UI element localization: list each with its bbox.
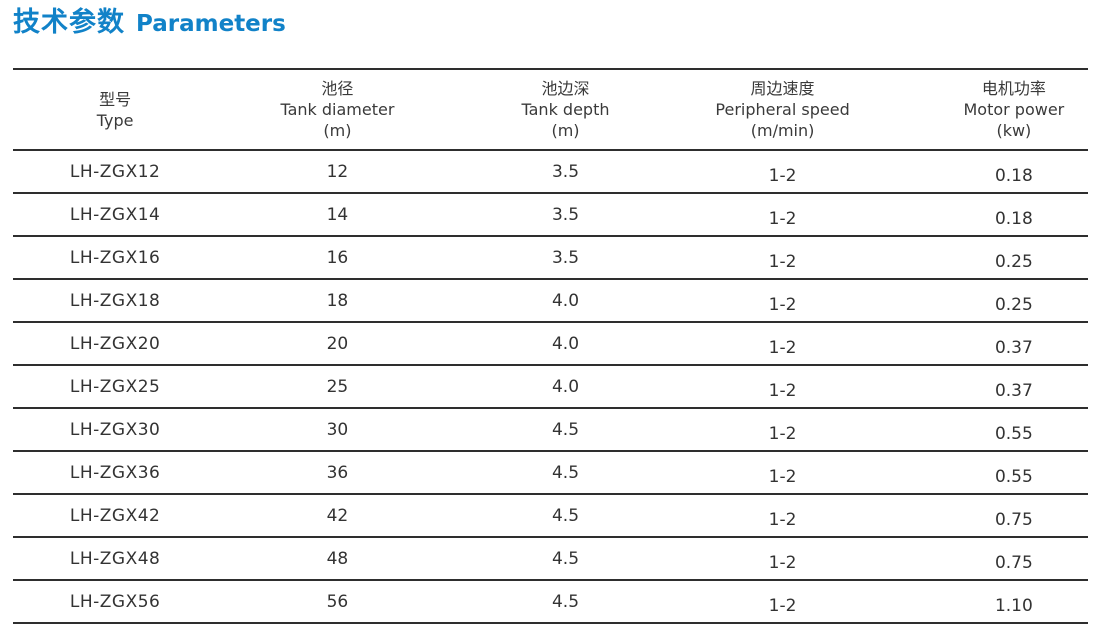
cell-motor-power: 0.55 [883, 408, 1088, 452]
cell-type: LH-ZGX18 [13, 279, 218, 323]
cell-tank-diameter: 12 [217, 150, 438, 194]
cell-tank-diameter: 18 [217, 279, 438, 323]
page-title-en: Parameters [136, 11, 286, 37]
table-body: LH-ZGX12 12 3.5 1-2 0.18 LH-ZGX14 14 3.5… [13, 150, 1088, 624]
table-row: LH-ZGX18 18 4.0 1-2 0.25 [13, 279, 1088, 323]
page-title: 技术参数 Parameters [13, 6, 1100, 41]
table-header: 型号 Type 池径 Tank diameter (m) 池边深 Tank depth(… [13, 69, 1088, 151]
table-row: LH-ZGX25 25 4.0 1-2 0.37 [13, 365, 1088, 409]
cell-tank-depth: 4.0 [437, 279, 664, 323]
table-row: LH-ZGX16 16 3.5 1-2 0.25 [13, 236, 1088, 280]
cell-motor-power: 0.75 [883, 494, 1088, 538]
cell-tank-depth: 4.0 [437, 365, 664, 409]
parameters-table: 型号 Type 池径 Tank diameter (m) 池边深 Tank depth(… [13, 68, 1088, 624]
cell-tank-depth: 4.5 [437, 537, 664, 581]
column-header-tank-diameter: 池径 Tank diameter (m) [217, 69, 438, 151]
column-header-peripheral-speed: 周边速度 Peripheral speed (m/min) [663, 69, 884, 151]
table-row: LH-ZGX12 12 3.5 1-2 0.18 [13, 150, 1088, 194]
table-row: LH-ZGX42 42 4.5 1-2 0.75 [13, 494, 1088, 538]
cell-tank-depth: 3.5 [437, 236, 664, 280]
cell-tank-depth: 4.5 [437, 580, 664, 624]
table-row: LH-ZGX14 14 3.5 1-2 0.18 [13, 193, 1088, 237]
cell-peripheral-speed: 1-2 [663, 537, 884, 581]
cell-tank-diameter: 36 [217, 451, 438, 495]
cell-tank-depth: 4.5 [437, 451, 664, 495]
column-header-type: 型号 Type [13, 69, 218, 151]
cell-type: LH-ZGX25 [13, 365, 218, 409]
table-row: LH-ZGX20 20 4.0 1-2 0.37 [13, 322, 1088, 366]
cell-peripheral-speed: 1-2 [663, 451, 884, 495]
cell-motor-power: 0.75 [883, 537, 1088, 581]
cell-peripheral-speed: 1-2 [663, 322, 884, 366]
cell-motor-power: 0.18 [883, 193, 1088, 237]
table-row: LH-ZGX48 48 4.5 1-2 0.75 [13, 537, 1088, 581]
cell-peripheral-speed: 1-2 [663, 365, 884, 409]
cell-motor-power: 0.18 [883, 150, 1088, 194]
cell-tank-diameter: 25 [217, 365, 438, 409]
cell-motor-power: 0.37 [883, 322, 1088, 366]
cell-peripheral-speed: 1-2 [663, 193, 884, 237]
cell-type: LH-ZGX36 [13, 451, 218, 495]
cell-motor-power: 0.37 [883, 365, 1088, 409]
cell-type: LH-ZGX16 [13, 236, 218, 280]
cell-tank-depth: 3.5 [437, 193, 664, 237]
cell-tank-diameter: 16 [217, 236, 438, 280]
column-header-tank-depth: 池边深 Tank depth (m) [437, 69, 664, 151]
cell-peripheral-speed: 1-2 [663, 580, 884, 624]
spec-sheet-page: 技术参数 Parameters 型号 Type 池径 Tank diameter (m… [0, 6, 1100, 629]
cell-motor-power: 0.25 [883, 279, 1088, 323]
cell-tank-diameter: 30 [217, 408, 438, 452]
cell-peripheral-speed: 1-2 [663, 279, 884, 323]
cell-type: LH-ZGX12 [13, 150, 218, 194]
table-row: LH-ZGX36 36 4.5 1-2 0.55 [13, 451, 1088, 495]
cell-tank-depth: 4.5 [437, 494, 664, 538]
table-row: LH-ZGX30 30 4.5 1-2 0.55 [13, 408, 1088, 452]
cell-type: LH-ZGX56 [13, 580, 218, 624]
cell-tank-depth: 3.5 [437, 150, 664, 194]
cell-motor-power: 0.55 [883, 451, 1088, 495]
page-title-zh: 技术参数 [13, 7, 125, 38]
column-header-motor-power: 电机功率 Motor power (kw) [883, 69, 1088, 151]
cell-tank-diameter: 56 [217, 580, 438, 624]
cell-peripheral-speed: 1-2 [663, 236, 884, 280]
cell-motor-power: 0.25 [883, 236, 1088, 280]
cell-type: LH-ZGX20 [13, 322, 218, 366]
cell-tank-diameter: 42 [217, 494, 438, 538]
cell-tank-diameter: 20 [217, 322, 438, 366]
cell-type: LH-ZGX42 [13, 494, 218, 538]
table-header-row: 型号 Type 池径 Tank diameter (m) 池边深 Tank depth(… [13, 69, 1088, 151]
cell-tank-diameter: 48 [217, 537, 438, 581]
cell-tank-diameter: 14 [217, 193, 438, 237]
table-row: LH-ZGX56 56 4.5 1-2 1.10 [13, 580, 1088, 624]
cell-motor-power: 1.10 [883, 580, 1088, 624]
cell-tank-depth: 4.0 [437, 322, 664, 366]
cell-type: LH-ZGX14 [13, 193, 218, 237]
cell-tank-depth: 4.5 [437, 408, 664, 452]
cell-type: LH-ZGX48 [13, 537, 218, 581]
cell-type: LH-ZGX30 [13, 408, 218, 452]
cell-peripheral-speed: 1-2 [663, 494, 884, 538]
cell-peripheral-speed: 1-2 [663, 408, 884, 452]
cell-peripheral-speed: 1-2 [663, 150, 884, 194]
